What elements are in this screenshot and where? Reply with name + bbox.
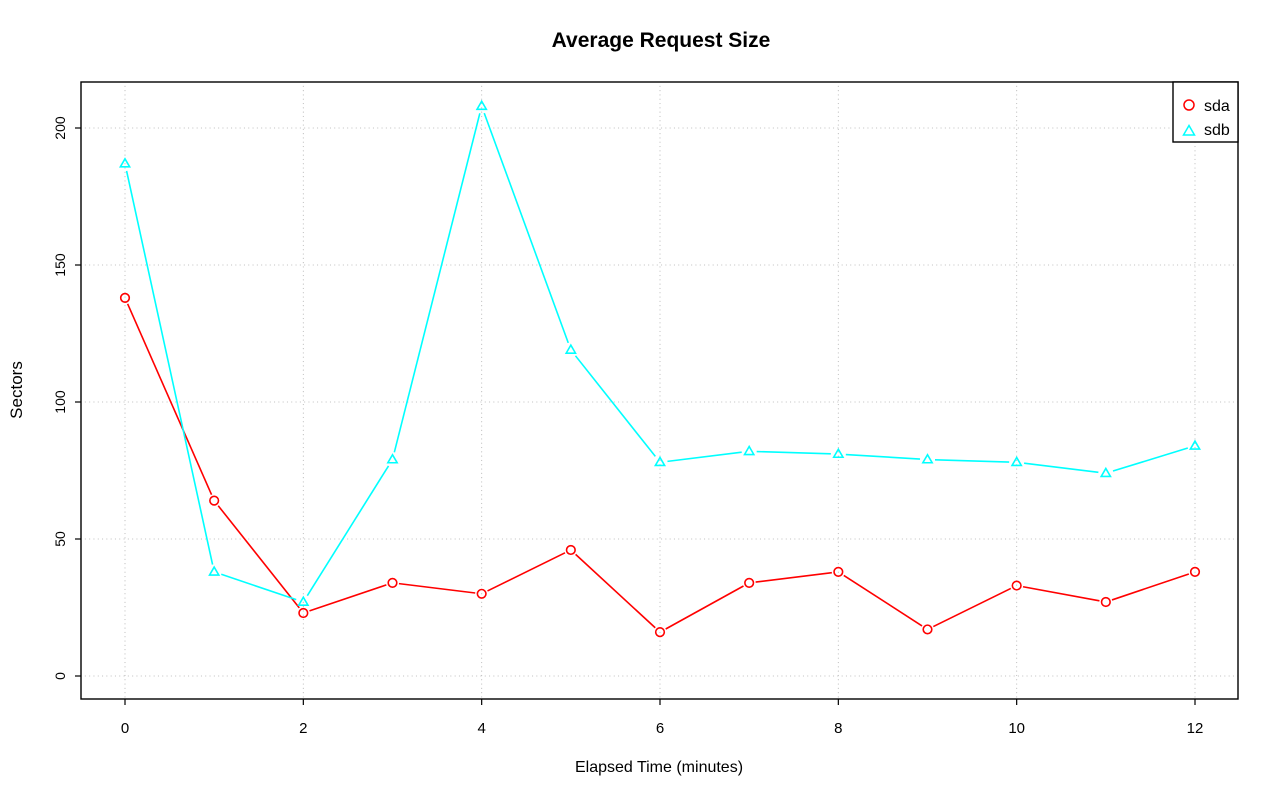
svg-text:sda: sda bbox=[1204, 98, 1230, 115]
svg-text:4: 4 bbox=[477, 720, 485, 737]
svg-text:Average Request Size: Average Request Size bbox=[552, 29, 771, 52]
svg-text:200: 200 bbox=[52, 116, 68, 140]
svg-text:0: 0 bbox=[52, 672, 68, 680]
svg-text:Sectors: Sectors bbox=[7, 361, 26, 419]
svg-text:150: 150 bbox=[52, 253, 68, 277]
svg-text:50: 50 bbox=[52, 531, 68, 547]
svg-text:2: 2 bbox=[299, 720, 307, 737]
svg-text:0: 0 bbox=[121, 720, 129, 737]
svg-text:6: 6 bbox=[656, 720, 664, 737]
svg-text:Elapsed Time (minutes): Elapsed Time (minutes) bbox=[575, 759, 743, 776]
svg-text:8: 8 bbox=[834, 720, 842, 737]
svg-text:sdb: sdb bbox=[1204, 122, 1230, 139]
svg-text:12: 12 bbox=[1187, 720, 1204, 737]
svg-text:100: 100 bbox=[52, 390, 68, 414]
svg-text:10: 10 bbox=[1008, 720, 1025, 737]
